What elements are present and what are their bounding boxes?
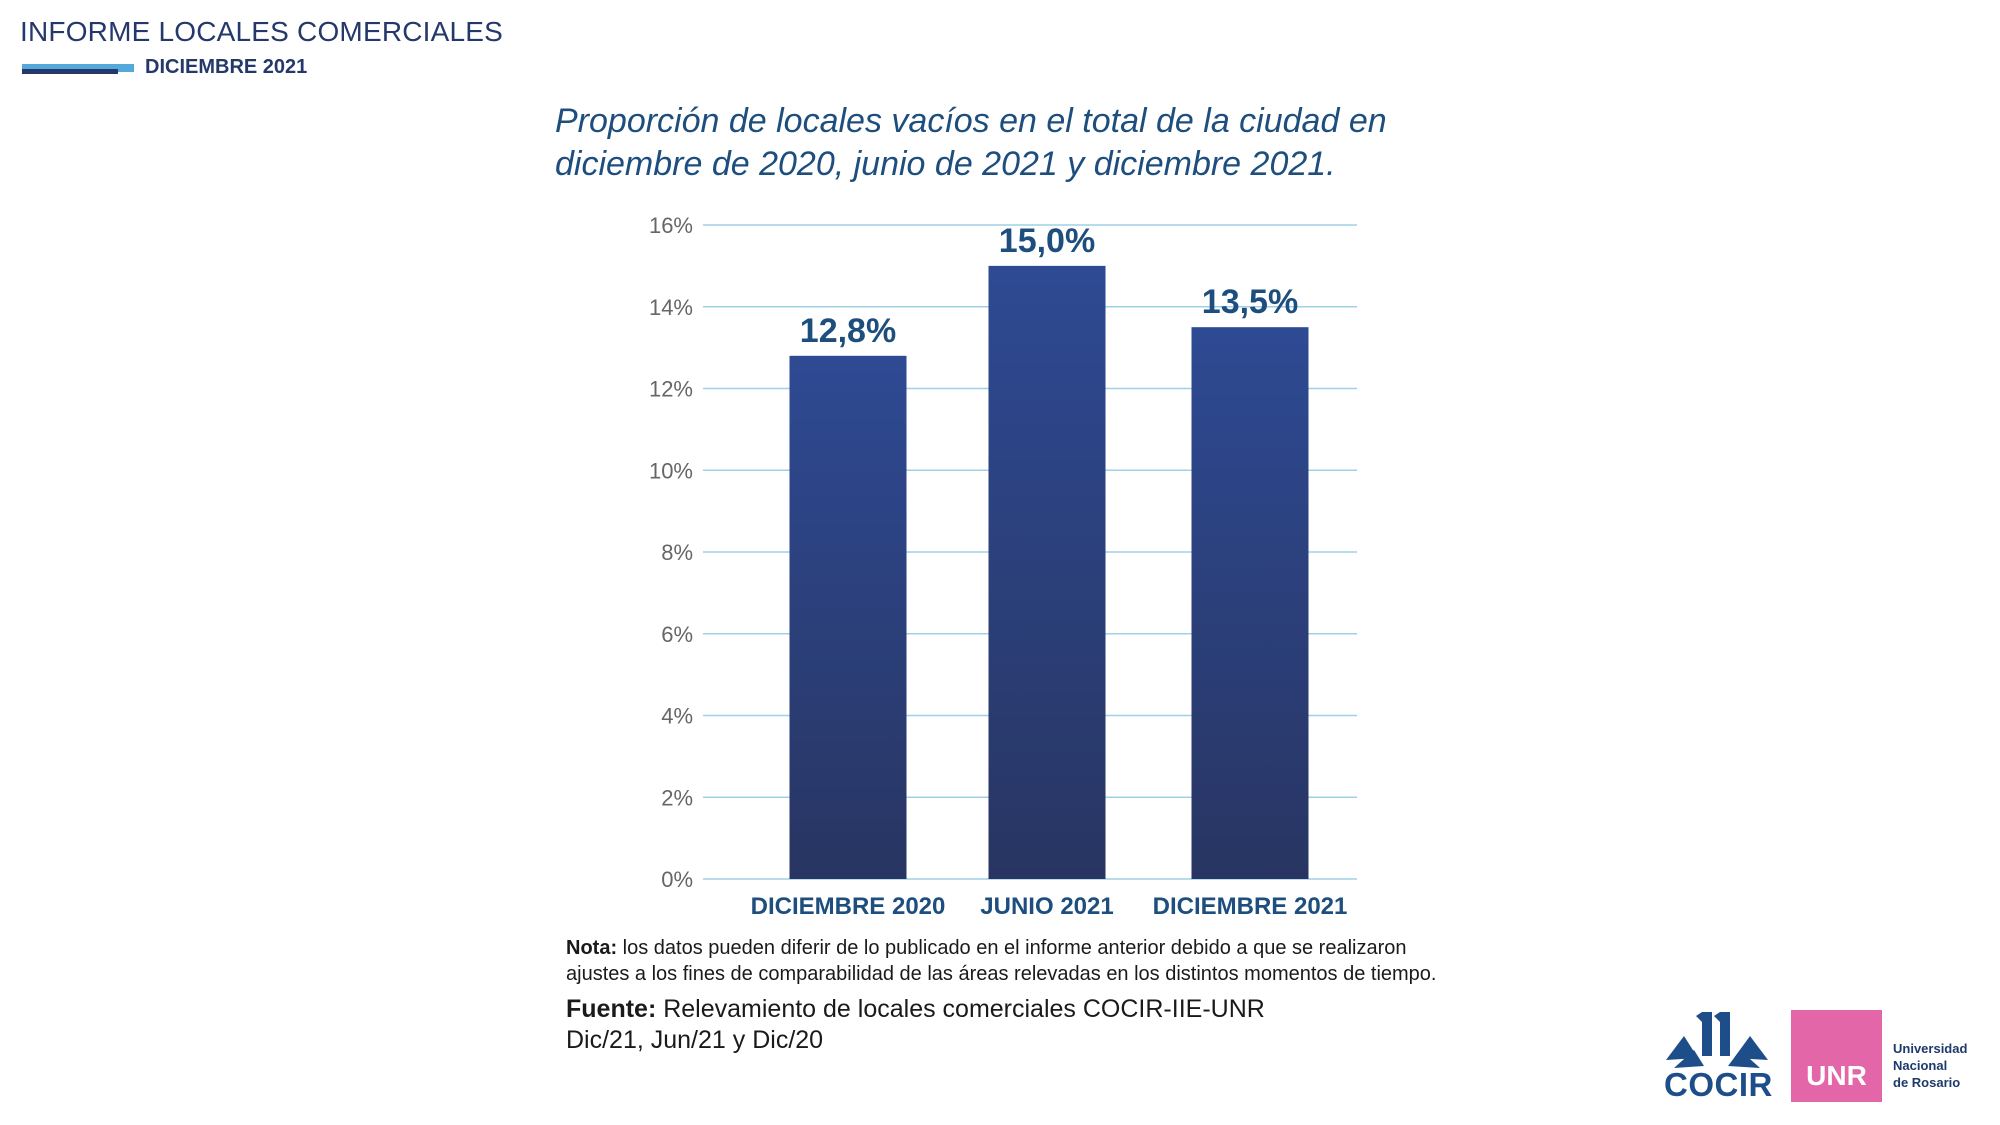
unr-logo: UNR (1791, 1010, 1882, 1102)
x-tick-label: DICIEMBRE 2020 (751, 893, 946, 920)
bar (789, 355, 907, 879)
x-tick-label: JUNIO 2021 (980, 893, 1113, 920)
note-text-1: los datos pueden diferir de lo publicado… (617, 937, 1407, 959)
unr-name-line: de Rosario (1893, 1075, 1961, 1090)
x-axis-ticks: DICIEMBRE 2020 JUNIO 2021 DICIEMBRE 2021 (751, 893, 1348, 920)
y-tick-label: 14% (649, 295, 693, 320)
chart-notes: Nota: los datos pueden diferir de lo pub… (566, 935, 1436, 1056)
bars (789, 265, 1309, 879)
note-label: Nota: (566, 937, 618, 959)
report-header: INFORME LOCALES COMERCIALES DICIEMBRE 20… (20, 16, 504, 78)
y-tick-label: 4% (661, 704, 693, 729)
bar (988, 265, 1106, 879)
cocir-emblem-icon (1666, 1012, 1768, 1068)
y-tick-label: 10% (649, 458, 693, 483)
y-tick-label: 8% (661, 540, 693, 565)
unr-logo-text: UNR (1806, 1060, 1867, 1091)
unr-name-line: Universidad (1893, 1041, 1968, 1056)
note-line-1: Nota: los datos pueden diferir de lo pub… (566, 935, 1436, 961)
y-tick-label: 16% (649, 213, 693, 238)
source-text-1: Relevamiento de locales comerciales COCI… (656, 995, 1265, 1023)
source-line-2: Dic/21, Jun/21 y Dic/20 (566, 1026, 824, 1054)
y-tick-label: 12% (649, 377, 693, 402)
note-line-2: ajustes a los fines de comparabilidad de… (566, 963, 1437, 985)
report-title: INFORME LOCALES COMERCIALES (20, 16, 504, 47)
data-labels: 12,8% 15,0% 13,5% (800, 222, 1298, 350)
source-line-1: Fuente: Relevamiento de locales comercia… (566, 994, 1436, 1025)
data-label: 12,8% (800, 312, 896, 350)
unr-name: Universidad Nacional de Rosario (1893, 1040, 2000, 1091)
y-tick-label: 6% (661, 622, 693, 647)
x-tick-label: DICIEMBRE 2021 (1153, 893, 1348, 920)
header-accent-bar (22, 64, 134, 72)
report-date: DICIEMBRE 2021 (145, 56, 308, 78)
bar (1191, 327, 1309, 879)
cocir-logo-text: COCIR (1664, 1066, 1773, 1103)
source-label: Fuente: (566, 995, 657, 1023)
header-accent-bar-dark (22, 69, 118, 74)
y-tick-label: 2% (661, 785, 693, 810)
data-label: 13,5% (1202, 283, 1298, 321)
data-label: 15,0% (999, 222, 1095, 260)
unr-name-line: Nacional (1893, 1058, 1948, 1073)
y-tick-label: 0% (661, 867, 693, 892)
y-axis-ticks: 0% 2% 4% 6% 8% 10% 12% 14% 16% (649, 213, 693, 892)
cocir-logo: COCIR (1664, 1008, 1773, 1104)
chart-title: Proporción de locales vacíos en el total… (555, 102, 1387, 183)
